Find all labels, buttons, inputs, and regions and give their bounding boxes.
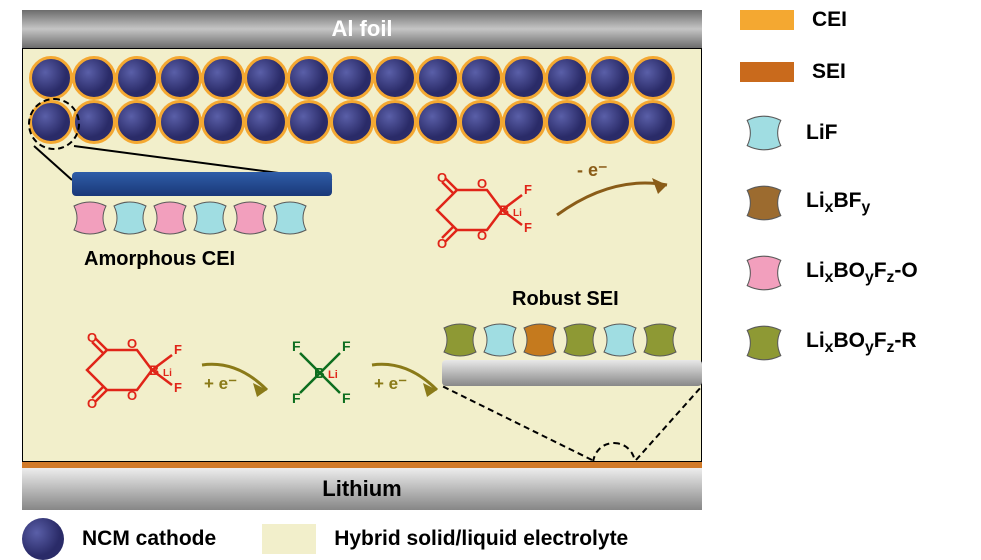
legend-label-lixboyfz_o: LixBOyFz-O (806, 259, 918, 287)
legend-swatch-lixboyfz_r (740, 322, 788, 364)
bottom-legend: NCM cathode Hybrid solid/liquid electrol… (22, 518, 722, 560)
legend-item-lixbfy: LixBFy (740, 182, 970, 224)
legend-swatch-lixbfy (740, 182, 788, 224)
legend-swatch-cei (740, 10, 794, 30)
legend-panel: CEI SEI LiF LixBFy LixBOyFz-O LixBOyFz-R (740, 8, 970, 392)
legend-label-sei: SEI (812, 60, 846, 84)
legend-item-lixboyfz_o: LixBOyFz-O (740, 252, 970, 294)
ncm-label: NCM cathode (82, 527, 216, 551)
lithium-bar: Lithium (22, 468, 702, 510)
legend-label-cei: CEI (812, 8, 847, 32)
ncm-swatch (22, 518, 64, 560)
legend-item-lixboyfz_r: LixBOyFz-R (740, 322, 970, 364)
main-diagram: Al foil Amorphous CEI O O O O B F F Li -… (22, 10, 702, 510)
hse-label: Hybrid solid/liquid electrolyte (334, 527, 628, 551)
legend-item-cei: CEI (740, 8, 970, 32)
lithium-label: Lithium (322, 476, 401, 502)
hse-swatch (262, 524, 316, 554)
legend-swatch-lif (740, 112, 788, 154)
legend-label-lif: LiF (806, 121, 838, 145)
sei-callout-lines (22, 10, 702, 510)
legend-label-lixbfy: LixBFy (806, 189, 870, 217)
legend-swatch-lixboyfz_o (740, 252, 788, 294)
legend-item-sei: SEI (740, 60, 970, 84)
legend-swatch-sei (740, 62, 794, 82)
legend-item-lif: LiF (740, 112, 970, 154)
legend-label-lixboyfz_r: LixBOyFz-R (806, 329, 917, 357)
